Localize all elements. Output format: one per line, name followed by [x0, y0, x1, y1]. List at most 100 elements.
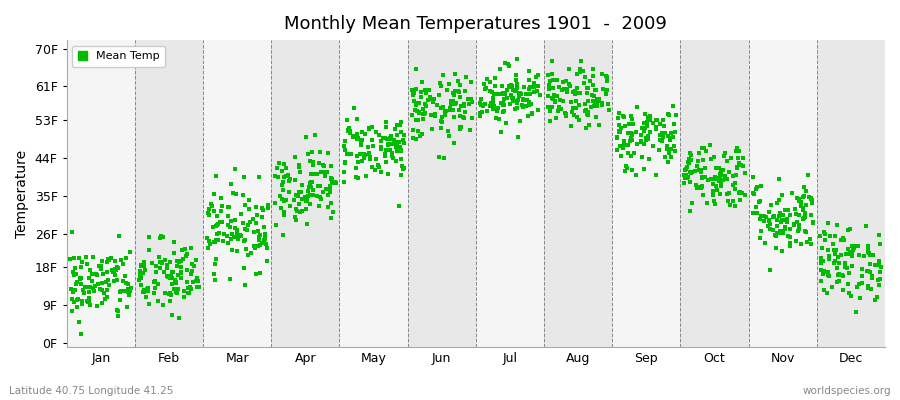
Point	[504, 92, 518, 98]
Point	[543, 118, 557, 125]
Point	[67, 255, 81, 261]
Point	[140, 288, 155, 294]
Point	[392, 144, 407, 151]
Point	[321, 150, 336, 156]
Point	[465, 99, 480, 106]
Point	[136, 270, 150, 276]
Point	[555, 87, 570, 94]
Point	[410, 100, 424, 106]
Point	[782, 240, 796, 246]
Point	[827, 260, 842, 266]
Point	[299, 206, 313, 213]
Point	[306, 162, 320, 168]
Point	[770, 245, 784, 251]
Point	[148, 268, 163, 275]
Point	[409, 117, 423, 123]
Point	[798, 210, 813, 216]
Point	[500, 87, 514, 94]
Point	[381, 141, 395, 148]
Point	[324, 200, 338, 206]
Point	[573, 90, 588, 96]
Point	[562, 83, 577, 90]
Point	[412, 110, 427, 116]
Point	[861, 243, 876, 249]
Point	[814, 259, 828, 266]
Point	[101, 256, 115, 262]
Point	[114, 257, 129, 263]
Point	[796, 204, 810, 211]
Point	[759, 214, 773, 220]
Point	[837, 236, 851, 243]
Point	[513, 118, 527, 124]
Point	[749, 186, 763, 192]
Point	[763, 202, 778, 208]
Point	[495, 90, 509, 96]
Point	[452, 107, 466, 114]
Point	[690, 162, 705, 169]
Point	[571, 90, 585, 96]
Point	[392, 203, 406, 209]
Point	[629, 172, 643, 178]
Point	[533, 91, 547, 98]
Point	[483, 88, 498, 94]
Point	[685, 200, 699, 206]
Point	[599, 74, 614, 80]
Point	[779, 217, 794, 223]
Point	[211, 213, 225, 219]
Point	[77, 290, 92, 296]
Point	[563, 123, 578, 130]
Point	[441, 128, 455, 134]
Point	[587, 102, 601, 109]
Point	[396, 132, 410, 138]
Point	[707, 173, 722, 180]
Point	[588, 86, 602, 93]
Point	[842, 269, 856, 276]
Point	[438, 112, 453, 118]
Point	[769, 233, 783, 240]
Point	[418, 90, 433, 96]
Point	[112, 289, 127, 295]
Point	[761, 209, 776, 216]
Point	[378, 118, 392, 125]
Point	[738, 170, 752, 176]
Point	[855, 273, 869, 279]
Point	[681, 156, 696, 162]
Point	[572, 68, 587, 75]
Point	[542, 82, 556, 88]
Point	[350, 116, 365, 123]
Point	[487, 91, 501, 97]
Point	[362, 126, 376, 132]
Bar	[749, 40, 817, 347]
Point	[211, 220, 225, 227]
Point	[714, 167, 728, 173]
Point	[584, 104, 598, 110]
Point	[191, 277, 205, 284]
Point	[374, 146, 388, 152]
Point	[763, 267, 778, 274]
Point	[658, 130, 672, 137]
Point	[419, 103, 434, 109]
Point	[550, 77, 564, 83]
Point	[625, 116, 639, 122]
Point	[595, 100, 609, 106]
Point	[617, 138, 632, 144]
Point	[363, 156, 377, 162]
Point	[200, 235, 214, 242]
Point	[568, 91, 582, 98]
Point	[707, 175, 722, 182]
Point	[531, 72, 545, 79]
Point	[72, 255, 86, 262]
Point	[244, 250, 258, 256]
Point	[70, 297, 85, 304]
Point	[169, 289, 184, 296]
Point	[842, 290, 857, 296]
Point	[482, 103, 497, 110]
Point	[94, 300, 109, 306]
Point	[212, 236, 226, 243]
Point	[861, 285, 876, 291]
Point	[610, 134, 625, 140]
Point	[148, 278, 163, 284]
Point	[349, 165, 364, 171]
Point	[411, 100, 426, 106]
Point	[754, 212, 769, 219]
